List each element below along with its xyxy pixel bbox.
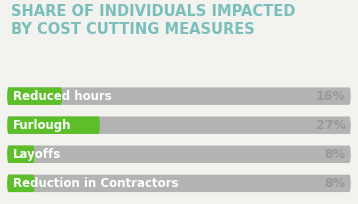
Text: Furlough: Furlough	[13, 119, 72, 132]
Text: 8%: 8%	[325, 148, 346, 161]
FancyBboxPatch shape	[7, 87, 351, 105]
FancyBboxPatch shape	[7, 175, 35, 192]
FancyBboxPatch shape	[7, 175, 351, 192]
FancyBboxPatch shape	[7, 116, 100, 134]
FancyBboxPatch shape	[7, 146, 35, 163]
Text: 8%: 8%	[325, 177, 346, 190]
FancyBboxPatch shape	[7, 146, 351, 163]
Text: SHARE OF INDIVIDUALS IMPACTED
BY COST CUTTING MEASURES: SHARE OF INDIVIDUALS IMPACTED BY COST CU…	[11, 4, 295, 37]
Text: Reduced hours: Reduced hours	[13, 90, 112, 103]
FancyBboxPatch shape	[7, 87, 62, 105]
Text: 27%: 27%	[316, 119, 346, 132]
FancyBboxPatch shape	[7, 116, 351, 134]
Text: 16%: 16%	[316, 90, 346, 103]
Text: Reduction in Contractors: Reduction in Contractors	[13, 177, 179, 190]
Text: Layoffs: Layoffs	[13, 148, 62, 161]
